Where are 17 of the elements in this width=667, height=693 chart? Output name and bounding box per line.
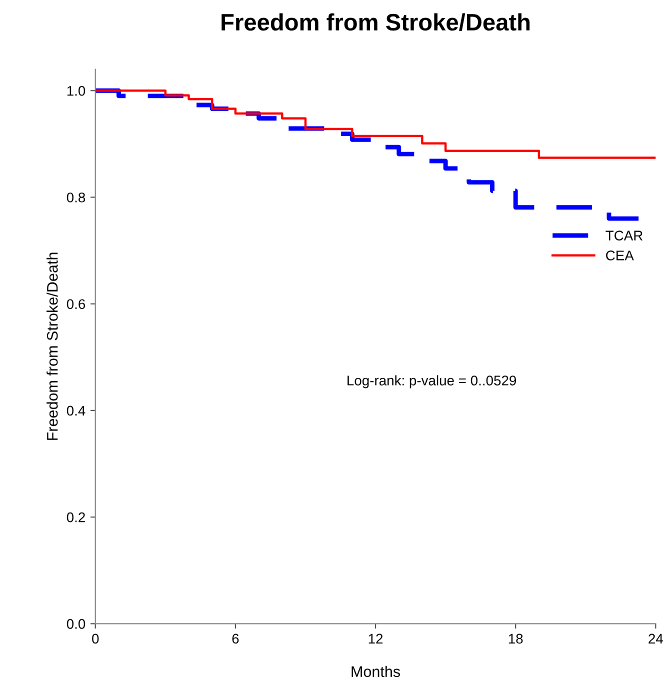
y-axis-title: Freedom from Stroke/Death <box>46 252 58 440</box>
y-tick-label: 0.4 <box>66 406 86 416</box>
annotation: Log-rank: p-value = 0..0529 <box>348 375 516 388</box>
y-tick-label: 0.6 <box>66 299 86 310</box>
chart-title: Freedom from Stroke/Death <box>222 13 530 31</box>
x-tick-label: 0 <box>92 634 99 644</box>
legend-label: TCAR <box>606 230 643 240</box>
y-tick-label: 0.2 <box>66 512 85 522</box>
x-tick-label: 6 <box>232 634 239 644</box>
y-tick-label: 0.8 <box>66 192 86 202</box>
x-tick-label: 24 <box>648 634 663 644</box>
legend-label: CEA <box>606 250 634 260</box>
x-tick-label: 18 <box>508 634 523 644</box>
x-axis-title: Months <box>352 666 400 678</box>
x-tick-label: 12 <box>368 634 383 644</box>
y-tick-label: 0.0 <box>66 619 86 629</box>
y-tick-label: 1.0 <box>67 86 86 96</box>
